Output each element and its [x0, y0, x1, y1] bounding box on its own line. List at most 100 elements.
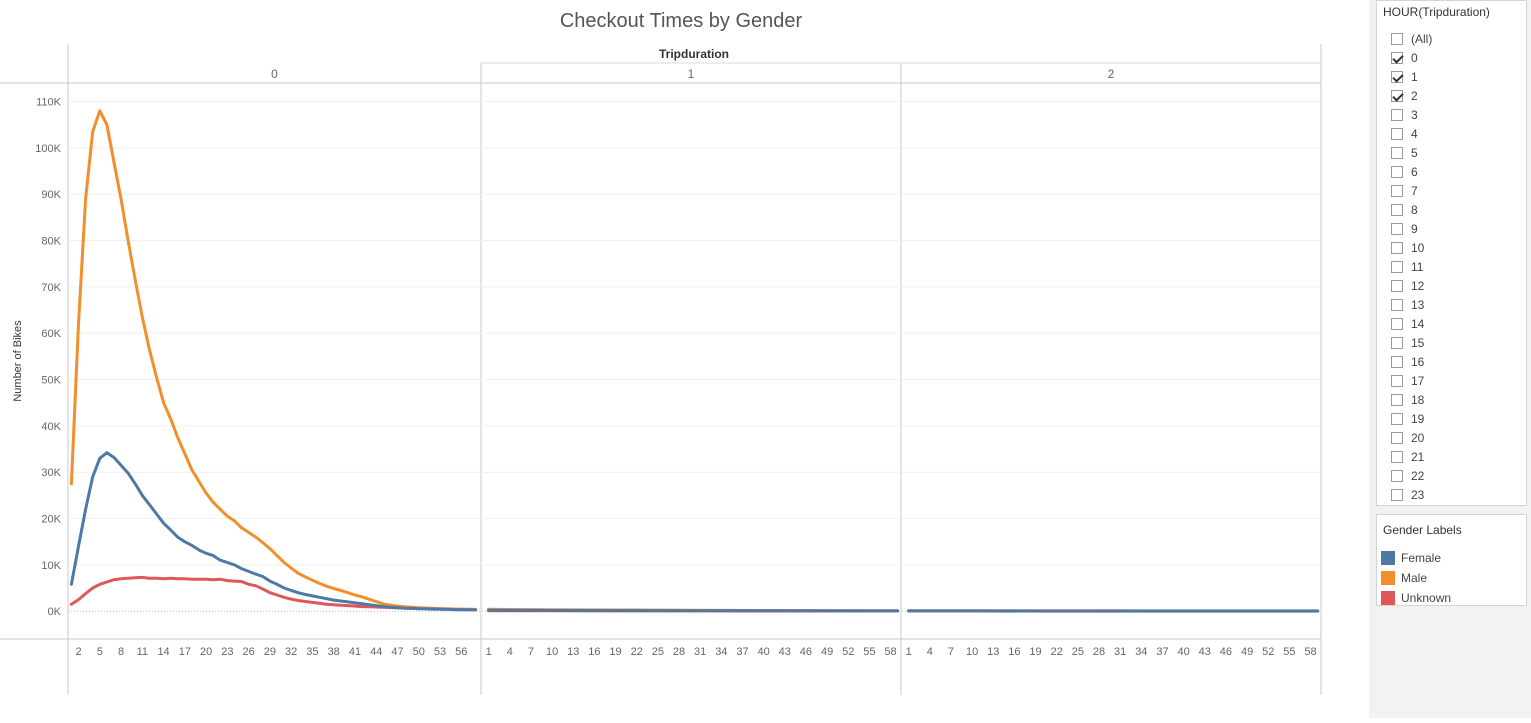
filter-checkbox[interactable] [1391, 52, 1403, 64]
x-tick-label: 56 [455, 646, 467, 658]
filter-checkbox[interactable] [1391, 71, 1403, 83]
filter-item-13[interactable]: 12 [1391, 276, 1432, 295]
filter-item-10[interactable]: 9 [1391, 219, 1432, 238]
filter-item-22[interactable]: 21 [1391, 447, 1432, 466]
filter-item-6[interactable]: 5 [1391, 143, 1432, 162]
filter-checkbox[interactable] [1391, 470, 1403, 482]
x-tick-label: 32 [285, 646, 297, 658]
filter-checkbox[interactable] [1391, 489, 1403, 501]
x-tick-label: 4 [927, 646, 933, 658]
legend-item-male[interactable]: Male [1381, 568, 1451, 588]
filter-checkbox[interactable] [1391, 356, 1403, 368]
filter-item-3[interactable]: 2 [1391, 86, 1432, 105]
x-tick-label: 28 [673, 646, 685, 658]
legend-item-unknown[interactable]: Unknown [1381, 588, 1451, 608]
filter-checkbox[interactable] [1391, 318, 1403, 330]
x-tick-label: 17 [179, 646, 191, 658]
legend-swatch [1381, 551, 1395, 565]
filter-item-15[interactable]: 14 [1391, 314, 1432, 333]
filter-checkbox[interactable] [1391, 375, 1403, 387]
filter-checkbox[interactable] [1391, 147, 1403, 159]
filter-item-label: 0 [1411, 51, 1418, 65]
filter-checkbox[interactable] [1391, 166, 1403, 178]
y-axis-label: Number of Bikes [12, 320, 24, 402]
x-tick-label: 7 [528, 646, 534, 658]
filter-item-20[interactable]: 19 [1391, 409, 1432, 428]
filter-item-1[interactable]: 0 [1391, 48, 1432, 67]
filter-item-label: 3 [1411, 108, 1418, 122]
x-tick-label: 46 [800, 646, 812, 658]
line-chart: Checkout Times by Gender Tripduration Numb… [0, 0, 1369, 718]
filter-checkbox[interactable] [1391, 185, 1403, 197]
x-tick-label: 16 [588, 646, 600, 658]
filter-checkbox[interactable] [1391, 204, 1403, 216]
filter-checkbox[interactable] [1391, 299, 1403, 311]
filter-item-0[interactable]: (All) [1391, 29, 1432, 48]
filter-item-9[interactable]: 8 [1391, 200, 1432, 219]
filter-checkbox[interactable] [1391, 109, 1403, 121]
filter-checkbox[interactable] [1391, 242, 1403, 254]
filter-item-19[interactable]: 18 [1391, 390, 1432, 409]
filter-item-24[interactable]: 23 [1391, 485, 1432, 504]
x-tick-label: 10 [966, 646, 978, 658]
x-tick-label: 4 [507, 646, 513, 658]
x-tick-label: 40 [757, 646, 769, 658]
y-tick-label: 10K [41, 560, 61, 572]
filter-item-23[interactable]: 22 [1391, 466, 1432, 485]
series-line-female [489, 610, 898, 611]
x-tick-label: 22 [631, 646, 643, 658]
x-tick-label: 13 [567, 646, 579, 658]
x-tick-label: 1 [906, 646, 912, 658]
filter-item-16[interactable]: 15 [1391, 333, 1432, 352]
filter-checkbox[interactable] [1391, 432, 1403, 444]
filter-checkbox[interactable] [1391, 33, 1403, 45]
filter-item-label: 9 [1411, 222, 1418, 236]
chart-title: Checkout Times by Gender [560, 10, 803, 32]
filter-item-7[interactable]: 6 [1391, 162, 1432, 181]
x-tick-label: 49 [821, 646, 833, 658]
filter-item-label: 13 [1411, 298, 1424, 312]
filter-item-12[interactable]: 11 [1391, 257, 1432, 276]
filter-item-label: 5 [1411, 146, 1418, 160]
x-tick-label: 55 [863, 646, 875, 658]
x-tick-label: 7 [948, 646, 954, 658]
filter-checkbox[interactable] [1391, 337, 1403, 349]
column-header: Tripduration [659, 47, 729, 61]
x-tick-label: 52 [1262, 646, 1274, 658]
x-tick-label: 13 [987, 646, 999, 658]
filter-item-18[interactable]: 17 [1391, 371, 1432, 390]
y-tick-label: 0K [48, 606, 62, 618]
y-tick-label: 20K [41, 514, 61, 526]
filter-checkbox[interactable] [1391, 394, 1403, 406]
filter-checkbox[interactable] [1391, 413, 1403, 425]
legend-item-female[interactable]: Female [1381, 548, 1451, 568]
filter-item-2[interactable]: 1 [1391, 67, 1432, 86]
filter-item-label: 20 [1411, 431, 1424, 445]
filter-checkbox[interactable] [1391, 223, 1403, 235]
x-tick-label: 37 [1156, 646, 1168, 658]
filter-checkbox[interactable] [1391, 451, 1403, 463]
filter-item-8[interactable]: 7 [1391, 181, 1432, 200]
legend-swatch [1381, 591, 1395, 605]
filter-checkbox[interactable] [1391, 280, 1403, 292]
filter-checkbox[interactable] [1391, 90, 1403, 102]
filter-item-label: 2 [1411, 89, 1418, 103]
filter-checkbox[interactable] [1391, 128, 1403, 140]
filter-item-4[interactable]: 3 [1391, 105, 1432, 124]
x-tick-label: 19 [1029, 646, 1041, 658]
x-tick-label: 34 [715, 646, 727, 658]
filter-item-label: 12 [1411, 279, 1424, 293]
filter-item-11[interactable]: 10 [1391, 238, 1432, 257]
y-tick-label: 110K [36, 97, 62, 109]
x-tick-label: 38 [328, 646, 340, 658]
y-tick-label: 70K [41, 282, 61, 294]
filter-item-14[interactable]: 13 [1391, 295, 1432, 314]
filter-checkbox[interactable] [1391, 261, 1403, 273]
filter-item-21[interactable]: 20 [1391, 428, 1432, 447]
filter-item-label: 4 [1411, 127, 1418, 141]
filter-item-17[interactable]: 16 [1391, 352, 1432, 371]
x-tick-label: 26 [243, 646, 255, 658]
filter-item-5[interactable]: 4 [1391, 124, 1432, 143]
